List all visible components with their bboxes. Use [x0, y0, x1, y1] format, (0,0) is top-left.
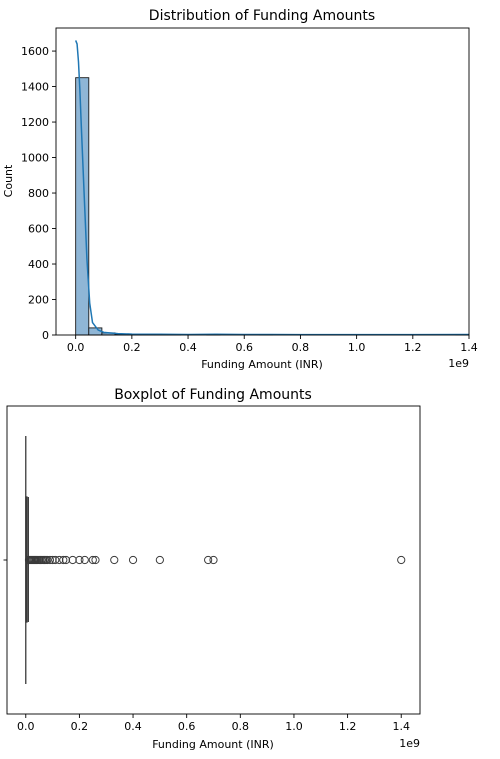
hist-y-tick-label: 1200 — [21, 116, 49, 129]
box-outlier-point — [43, 555, 52, 565]
box-outlier-point — [204, 555, 213, 565]
hist-x-tick-label: 0.0 — [67, 341, 85, 354]
box-outlier-point — [397, 555, 406, 565]
box-outlier-point — [59, 555, 68, 565]
box-outlier-point — [128, 555, 138, 565]
box-title: Boxplot of Funding Amounts — [114, 387, 312, 403]
hist-x-axis: 0.0 0.2 0.4 0.6 0.8 1.0 1.2 1.4 — [67, 335, 478, 354]
box-outlier-point — [91, 555, 100, 565]
hist-plot-frame — [55, 27, 470, 336]
box-x-tick-label: 0.8 — [232, 720, 250, 733]
hist-x-tick-label: 0.8 — [292, 341, 310, 354]
hist-x-offset-label: 1e9 — [448, 357, 469, 370]
box-outlier-point — [68, 555, 77, 565]
box-x-tick-label: 0.6 — [178, 720, 196, 733]
box-outlier-point — [80, 555, 89, 565]
box-outlier-point — [88, 555, 97, 565]
hist-x-tick-label: 1.0 — [348, 341, 366, 354]
hist-y-tick-label: 200 — [28, 294, 49, 307]
box-outlier-point — [209, 555, 218, 565]
hist-x-tick-label: 1.2 — [404, 341, 422, 354]
box-x-axis: 0.0 0.2 0.4 0.6 0.8 1.0 1.2 1.4 — [17, 714, 410, 733]
hist-x-tick-label: 0.2 — [123, 341, 141, 354]
box-x-tick-label: 0.4 — [124, 720, 142, 733]
hist-y-axis: 0 200 400 600 800 1000 1200 1400 1600 — [21, 45, 56, 342]
hist-y-tick-label: 1000 — [21, 152, 49, 165]
hist-kde-line — [74, 40, 470, 336]
hist-y-tick-label: 800 — [28, 187, 49, 200]
box-x-tick-label: 0.2 — [71, 720, 89, 733]
hist-y-tick-label: 1600 — [21, 45, 49, 58]
box-outlier-point — [110, 555, 119, 565]
box-outlier-point — [155, 555, 164, 565]
box-outlier-point — [75, 555, 84, 565]
hist-y-tick-label: 1400 — [21, 81, 49, 94]
box-outlier-point — [45, 555, 55, 565]
hist-x-tick-label: 0.4 — [179, 341, 197, 354]
box-x-label: Funding Amount (INR) — [152, 738, 274, 751]
box-outliers — [24, 555, 406, 565]
hist-x-tick-label: 1.4 — [460, 341, 478, 354]
histogram-chart: Distribution of Funding Amounts 0.0 0.2 0.… — [2, 8, 478, 371]
box-x-tick-label: 1.4 — [392, 720, 410, 733]
hist-bar — [75, 77, 90, 336]
boxplot-chart: Boxplot of Funding Amounts 0.0 0.2 0.4 0.6 0… — [3, 387, 421, 751]
box-x-tick-label: 1.2 — [339, 720, 357, 733]
hist-bars — [75, 77, 470, 336]
box-x-tick-label: 0.0 — [17, 720, 35, 733]
box-x-tick-label: 1.0 — [285, 720, 303, 733]
hist-x-label: Funding Amount (INR) — [201, 358, 323, 371]
hist-y-tick-label: 400 — [28, 258, 49, 271]
hist-title: Distribution of Funding Amounts — [149, 8, 375, 24]
hist-x-tick-label: 0.6 — [235, 341, 253, 354]
box-x-offset-label: 1e9 — [399, 737, 420, 750]
hist-y-tick-label: 600 — [28, 223, 49, 236]
hist-y-tick-label: 0 — [42, 329, 49, 342]
box-outlier-point — [51, 555, 60, 565]
hist-y-label: Count — [2, 164, 15, 197]
